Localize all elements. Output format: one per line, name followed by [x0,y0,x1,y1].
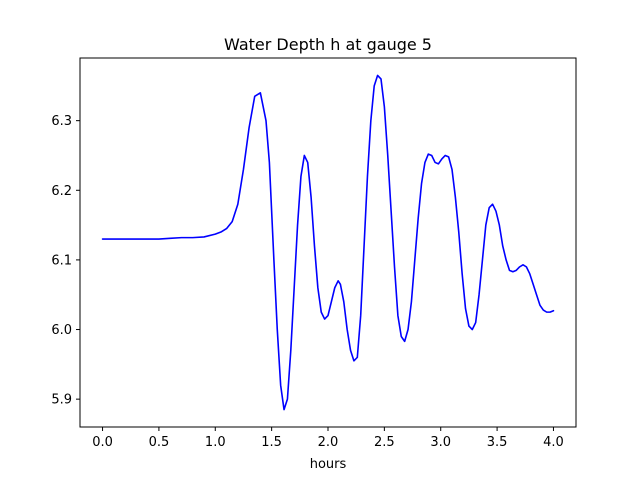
x-axis: 0.0 0.5 1.0 1.5 2.0 2.5 3.0 3.5 4.0 [92,427,564,450]
y-axis: 5.9 6.0 6.1 6.2 6.3 [51,114,80,408]
x-tick-label: 0.5 [149,435,170,450]
series-layer [101,74,555,411]
y-tick-label: 6.3 [51,114,72,129]
x-tick-label: 2.0 [318,435,339,450]
y-tick-label: 6.1 [51,253,72,268]
x-tick-label: 3.5 [487,435,508,450]
x-tick-label: 3.0 [430,435,451,450]
x-axis-title: hours [310,457,347,472]
y-tick-label: 5.9 [51,393,72,408]
chart-title: Water Depth h at gauge 5 [224,35,432,54]
x-tick-label: 0.0 [92,435,113,450]
x-tick-label: 1.5 [261,435,282,450]
x-tick-label: 4.0 [543,435,564,450]
y-tick-label: 6.0 [51,323,72,338]
y-tick-label: 6.2 [51,184,72,199]
x-tick-label: 2.5 [374,435,395,450]
x-tick-label: 1.0 [205,435,226,450]
series-line-0 [101,74,555,411]
